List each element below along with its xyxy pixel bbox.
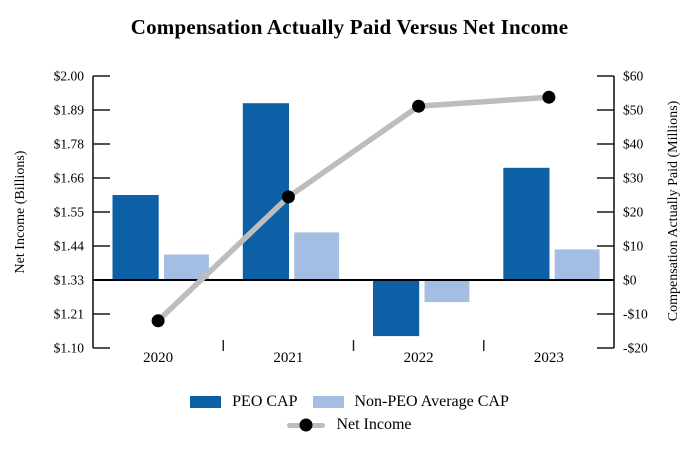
left-axis-tick-label: $1.89 xyxy=(54,103,85,118)
peo-cap-swatch xyxy=(190,396,222,408)
non-peo-cap-bar xyxy=(424,280,470,303)
non-peo-cap-legend-label: Non-PEO Average CAP xyxy=(354,393,509,410)
left-axis-title: Net Income (Billions) xyxy=(13,150,28,274)
right-axis-title: Compensation Actually Paid (Millions) xyxy=(666,100,681,322)
non-peo-cap-bar xyxy=(164,254,209,280)
right-axis-tick-label: $10 xyxy=(623,239,644,254)
left-axis-tick-label: $1.78 xyxy=(54,137,85,152)
net-income-point xyxy=(151,314,165,328)
right-axis-tick-label: $0 xyxy=(623,273,637,288)
net-income-dot-icon xyxy=(299,418,313,432)
right-axis-tick-label: $50 xyxy=(623,103,644,118)
net-income-point xyxy=(412,99,426,113)
peo-cap-legend-label: PEO CAP xyxy=(232,393,298,410)
left-axis-tick-label: $1.66 xyxy=(54,171,85,186)
left-axis-tick-label: $1.10 xyxy=(54,341,85,356)
right-axis-tick-label: $20 xyxy=(623,205,644,220)
legend-row-line: Net Income xyxy=(287,416,412,434)
net-income-legend-label: Net Income xyxy=(336,416,412,433)
peo-cap-bar xyxy=(503,167,550,280)
left-axis-tick-label: $1.33 xyxy=(54,273,85,288)
left-axis-tick-label: $1.55 xyxy=(54,205,85,220)
net-income-point xyxy=(542,90,556,104)
x-axis-category-label: 2020 xyxy=(143,350,173,366)
left-axis-tick-label: $2.00 xyxy=(54,69,85,84)
net-income-line-swatch xyxy=(287,418,326,432)
right-axis-tick-label: $30 xyxy=(623,171,644,186)
non-peo-cap-bar xyxy=(294,232,340,280)
right-axis-tick-label: -$20 xyxy=(623,341,648,356)
legend: PEO CAP Non-PEO Average CAP Net Income xyxy=(0,393,699,434)
left-axis-tick-label: $1.21 xyxy=(54,307,84,322)
right-axis-tick-label: $60 xyxy=(623,69,644,84)
x-axis-category-label: 2023 xyxy=(534,350,564,366)
net-income-point xyxy=(281,190,295,204)
x-axis-category-label: 2022 xyxy=(404,350,434,366)
right-axis-tick-label: $40 xyxy=(623,137,644,152)
peo-cap-bar xyxy=(112,195,159,280)
right-axis-tick-label: -$10 xyxy=(623,307,648,322)
chart-title: Compensation Actually Paid Versus Net In… xyxy=(130,15,569,39)
legend-row-bars: PEO CAP Non-PEO Average CAP xyxy=(190,393,509,411)
left-axis-tick-label: $1.44 xyxy=(54,239,85,254)
peo-cap-bar xyxy=(373,280,420,337)
net-income-line xyxy=(156,94,550,323)
peo-cap-bar xyxy=(242,103,289,280)
non-peo-cap-swatch xyxy=(312,396,344,408)
x-axis-category-label: 2021 xyxy=(273,350,303,366)
non-peo-cap-bar xyxy=(554,249,600,280)
